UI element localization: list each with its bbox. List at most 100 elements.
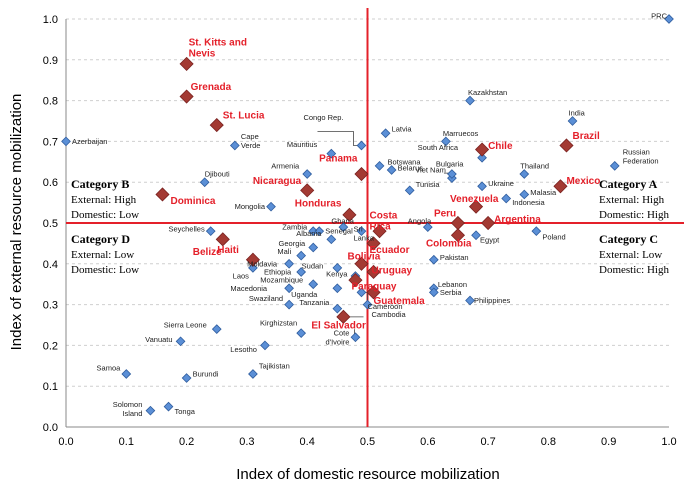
point-panama bbox=[354, 166, 369, 182]
point-vanuatu bbox=[175, 336, 186, 347]
point-guatemala bbox=[366, 285, 381, 300]
point-egypt bbox=[471, 230, 481, 241]
point-label: Vanuatu bbox=[145, 335, 172, 344]
y-axis-title: Index of external resource mobilization bbox=[8, 94, 25, 351]
point-label: Senegal bbox=[325, 227, 353, 236]
point-uruguay bbox=[366, 264, 381, 280]
point-label: PRC bbox=[651, 12, 667, 21]
point-belarus bbox=[386, 165, 397, 175]
quadrant-title: Category A bbox=[599, 177, 658, 191]
y-tick-label: 0.3 bbox=[43, 300, 58, 312]
point-label: Armenia bbox=[271, 162, 300, 171]
point-burundi bbox=[181, 373, 192, 383]
point-marruecos bbox=[441, 136, 451, 147]
point-label: Guatemala bbox=[374, 296, 426, 307]
point-label: Grenada bbox=[191, 82, 232, 93]
point-label: Belize bbox=[193, 247, 222, 258]
point-ukraine bbox=[477, 181, 487, 192]
point-label: St. Kitts and Nevis bbox=[189, 37, 247, 59]
point-label: El Salvador bbox=[311, 320, 366, 331]
point-philippines bbox=[465, 295, 475, 306]
x-tick-label: 0.5 bbox=[360, 436, 375, 448]
point-senegal bbox=[314, 226, 325, 237]
x-tick-label: 0.4 bbox=[300, 436, 315, 448]
quadrant-line: External: Low bbox=[71, 249, 134, 261]
point-bolivia bbox=[354, 256, 369, 271]
point-label: Mauritius bbox=[287, 140, 318, 149]
point-st-kitts-and-nevis bbox=[179, 56, 194, 71]
point-label: Chile bbox=[488, 141, 513, 152]
point-label: Ghana bbox=[331, 217, 354, 226]
x-tick-label: 0.7 bbox=[480, 436, 495, 448]
point-label: Cameroon bbox=[367, 302, 402, 311]
y-tick-label: 0.1 bbox=[43, 381, 58, 393]
point-argentina bbox=[481, 215, 496, 231]
point-label: Congo Rep. bbox=[303, 113, 343, 122]
point-paraguay bbox=[348, 273, 363, 288]
point-djibouti bbox=[199, 177, 210, 188]
point-label: Pakistan bbox=[440, 253, 469, 262]
point-label: Angola bbox=[408, 217, 432, 226]
point-honduras bbox=[342, 207, 357, 222]
point-label: Viet Nam bbox=[415, 166, 446, 175]
point-swaziland bbox=[284, 299, 294, 310]
quadrant-line: External: High bbox=[599, 194, 665, 206]
quadrant-line: External: High bbox=[71, 194, 137, 206]
point-label: Cote d'Ivoire bbox=[325, 329, 349, 347]
quadrant-line: External: Low bbox=[599, 249, 662, 261]
y-tick-label: 0.4 bbox=[43, 259, 58, 271]
point-label: Albania bbox=[296, 229, 322, 238]
point-mauritius bbox=[326, 148, 337, 159]
point-solomon-island bbox=[145, 405, 156, 416]
point-label: Bolivia bbox=[347, 251, 380, 262]
quadrant-line: Domestic: Low bbox=[71, 209, 139, 221]
point-label: Ethiopia bbox=[264, 267, 292, 276]
point-dominica bbox=[155, 187, 170, 202]
y-tick-label: 0.9 bbox=[43, 55, 58, 67]
point-russian-federation bbox=[609, 161, 620, 171]
point-cote-d-ivoire bbox=[350, 332, 361, 343]
point-label: Samoa bbox=[97, 363, 122, 372]
point-label: Serbia bbox=[440, 288, 463, 297]
point-label: Ecuador bbox=[370, 245, 410, 256]
quadrant-dividers bbox=[66, 8, 684, 427]
x-tick-label: 0.8 bbox=[541, 436, 556, 448]
point-label: Latvia bbox=[392, 125, 413, 134]
point-venezuela bbox=[468, 199, 484, 214]
point-kazakhstan bbox=[465, 95, 475, 106]
x-tick-label: 0.9 bbox=[601, 436, 616, 448]
point-brazil bbox=[559, 138, 574, 153]
point-label: Malasia bbox=[530, 188, 557, 197]
point-label: Macedonia bbox=[230, 284, 268, 293]
point-label: Kazakhstan bbox=[468, 88, 507, 97]
point-label: Uganda bbox=[291, 290, 318, 299]
point-label: Uruguay bbox=[372, 265, 413, 276]
point-label: Botswana bbox=[388, 157, 422, 166]
y-tick-label: 0.8 bbox=[43, 96, 58, 108]
quadrant-line: Domestic: High bbox=[599, 209, 669, 221]
point-label: Moldavia bbox=[247, 259, 278, 268]
point-label: Bulgaria bbox=[436, 160, 464, 169]
point-thailand bbox=[519, 169, 530, 179]
point-tajikistan bbox=[248, 369, 258, 379]
point-pakistan bbox=[428, 254, 439, 265]
point-label: Marruecos bbox=[443, 129, 479, 138]
point-label: Kenya bbox=[326, 270, 348, 279]
point-label: Kirghizstan bbox=[260, 319, 297, 328]
quadrant-title: Category B bbox=[71, 177, 129, 191]
point-label: Colombia bbox=[426, 239, 472, 250]
point-armenia bbox=[302, 169, 313, 179]
point-label: Swaziland bbox=[249, 294, 283, 303]
point-label: Solomon Island bbox=[113, 400, 143, 418]
point-label: Belarus bbox=[398, 163, 424, 172]
point-macedonia bbox=[284, 283, 294, 294]
point-label: Burundi bbox=[193, 370, 219, 379]
point-indonesia bbox=[501, 193, 512, 204]
point-label: Azerbaijan bbox=[72, 137, 107, 146]
point-azerbaijan bbox=[61, 136, 71, 147]
point-label: Philippines bbox=[474, 296, 511, 305]
point-georgia bbox=[308, 242, 319, 253]
point-sudan bbox=[332, 263, 343, 273]
y-tick-label: 0.6 bbox=[43, 177, 58, 189]
